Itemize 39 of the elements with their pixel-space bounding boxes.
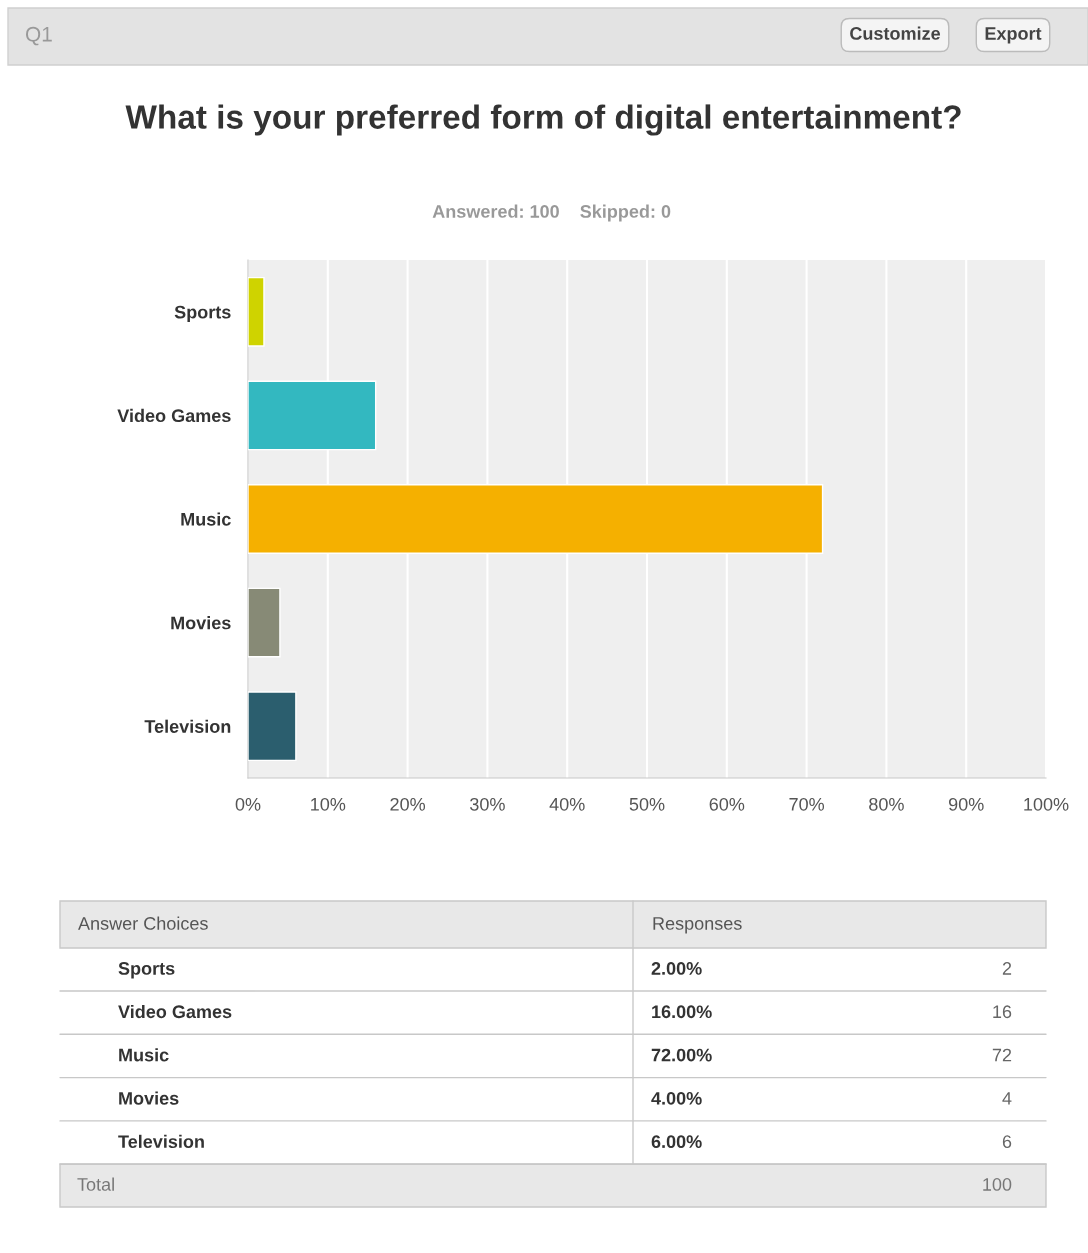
x-tick-label: 30% — [470, 797, 505, 811]
text: 72.00% — [651, 1048, 712, 1062]
category-label: Sports — [118, 962, 175, 979]
x-tick-label: 90% — [948, 797, 984, 811]
x-tick-label: 80% — [869, 797, 904, 811]
category-label: Music — [119, 1048, 169, 1062]
y-tick-label: Video Games — [117, 408, 231, 423]
x-tick-label: 40% — [549, 797, 585, 811]
x-tick-label: 60% — [709, 797, 745, 811]
text: Q1 — [25, 26, 52, 46]
x-tick-label: 70% — [789, 797, 825, 811]
category-label: Movies — [119, 1091, 179, 1105]
text: 2.00% — [651, 962, 702, 975]
x-tick-label: 10% — [311, 797, 346, 811]
text: 6.00% — [651, 1135, 702, 1149]
category-label: Television — [118, 1134, 204, 1149]
text: 4.00% — [651, 1091, 702, 1105]
text: 2 — [1002, 962, 1012, 975]
text: Customize — [850, 26, 941, 40]
y-tick-label: Sports — [174, 305, 231, 323]
text: 72 — [992, 1048, 1012, 1062]
text: 16.00% — [652, 1005, 712, 1019]
text: 4 — [1002, 1092, 1012, 1105]
text: Responses — [653, 917, 742, 934]
text: 16 — [993, 1005, 1012, 1019]
text: Export — [985, 27, 1042, 44]
y-tick-label: Television — [144, 719, 231, 733]
text: Total — [77, 1177, 114, 1191]
x-tick-label: 0% — [235, 797, 261, 811]
x-tick-label: 20% — [390, 797, 426, 811]
y-tick-label: Movies — [171, 616, 231, 630]
y-tick-label: Music — [181, 512, 231, 526]
text: 6 — [1002, 1135, 1012, 1149]
x-tick-label: 50% — [629, 797, 665, 811]
text: 100 — [983, 1178, 1012, 1191]
x-tick-label: 100% — [1024, 797, 1069, 811]
chart-subtitle: Answered: 100 Skipped: 0 — [432, 204, 671, 222]
chart-title: What is your preferred form of digital entertainment? — [125, 104, 961, 136]
text: Answer Choices — [78, 916, 208, 930]
